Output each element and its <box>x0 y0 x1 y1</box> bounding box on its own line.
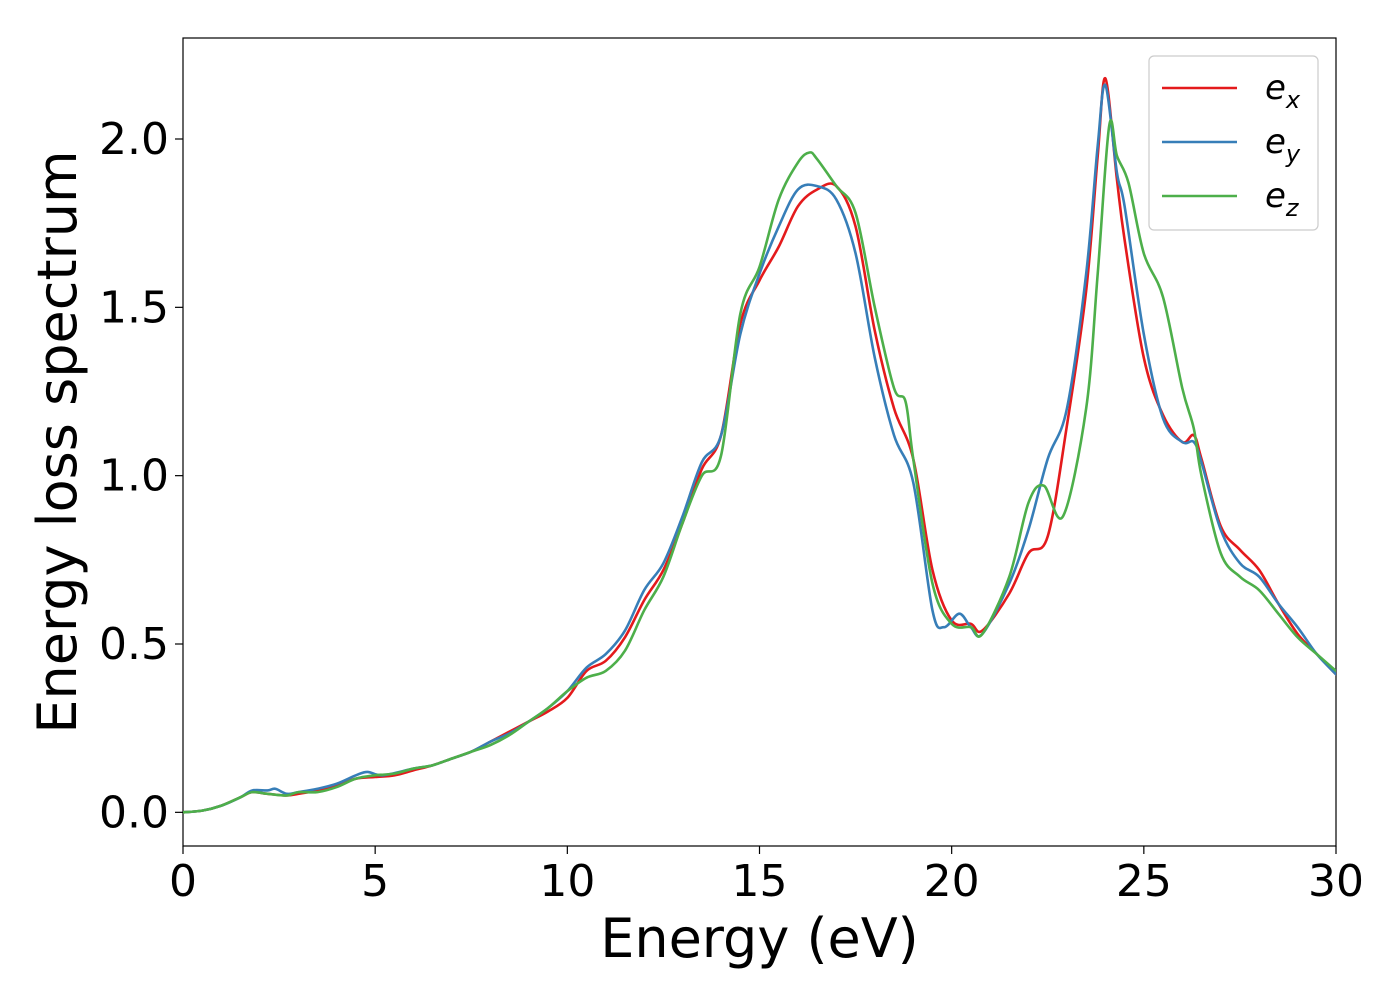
x-tick-label: 30 <box>1308 856 1364 907</box>
y-tick-label: 0.0 <box>99 787 169 838</box>
x-tick-label: 20 <box>924 856 980 907</box>
y-tick-label: 1.5 <box>99 282 169 333</box>
x-tick-label: 25 <box>1116 856 1172 907</box>
x-axis-label: Energy (eV) <box>600 907 919 970</box>
series-line-y <box>183 83 1336 814</box>
x-tick-label: 10 <box>539 856 595 907</box>
x-tick-label: 5 <box>361 856 389 907</box>
y-tick-label: 2.0 <box>99 114 169 165</box>
y-axis-ticks: 0.0 0.5 1.0 1.5 2.0 <box>99 114 183 838</box>
x-axis-ticks: 0 5 10 15 20 25 30 <box>169 846 1364 907</box>
legend-label-z: ez <box>1265 176 1300 222</box>
plot-area <box>182 37 1337 847</box>
series-layer <box>183 77 1336 814</box>
y-axis-label: Energy loss spectrum <box>26 150 89 733</box>
legend: ex ey ez <box>1148 55 1319 231</box>
legend-label-x: ex <box>1265 68 1301 114</box>
y-tick-label: 1.0 <box>99 451 169 502</box>
legend-label-y: ey <box>1265 122 1301 168</box>
y-tick-label: 0.5 <box>99 619 169 670</box>
series-line-z <box>183 119 1336 814</box>
x-tick-label: 15 <box>732 856 788 907</box>
series-line-x <box>183 77 1336 814</box>
x-tick-label: 0 <box>169 856 197 907</box>
